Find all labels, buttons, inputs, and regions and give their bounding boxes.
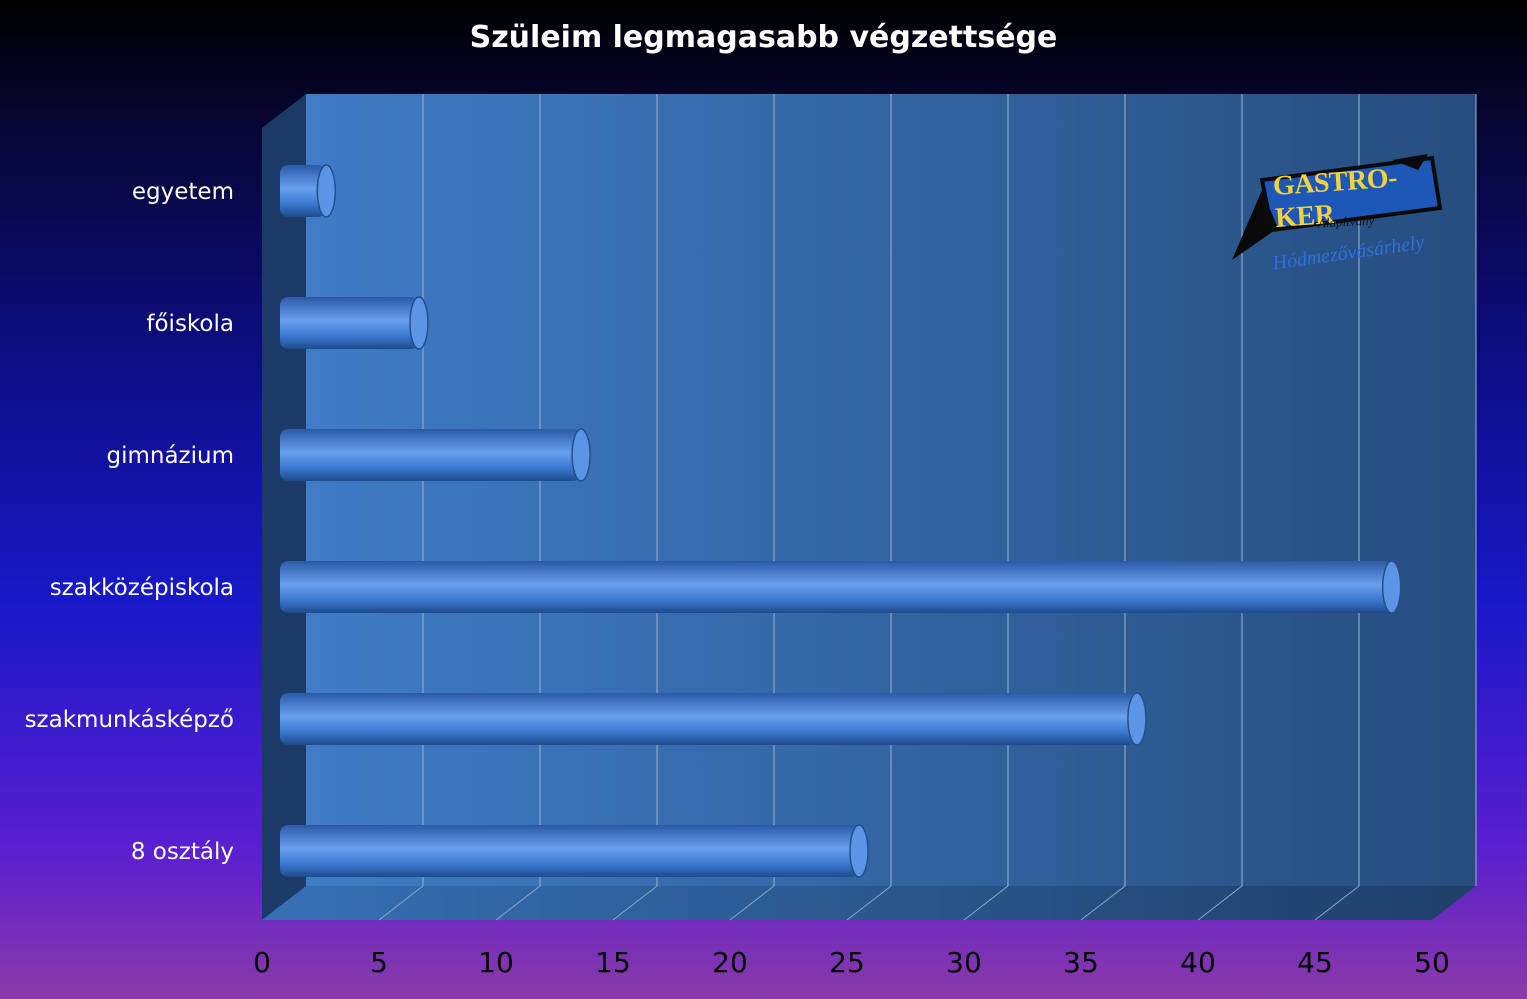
x-tick-label: 20 (712, 946, 748, 979)
bar-end-cap (849, 824, 869, 878)
category-label: 8 osztály (131, 839, 234, 865)
bar-end-cap (571, 428, 591, 482)
floor-gridline (963, 885, 1009, 921)
gridlines (378, 94, 1360, 921)
gastro-ker-logo: GASTRO-KER Alapítvány Hódmezővásárhely (1232, 150, 1446, 275)
category-label: gimnázium (106, 443, 234, 469)
logo-subtitle: Alapítvány (1317, 212, 1375, 231)
x-tick-label: 5 (370, 946, 388, 979)
x-tick-label: 45 (1297, 946, 1333, 979)
x-tick-label: 0 (253, 946, 271, 979)
floor-gridline (729, 885, 775, 921)
floor-gridline (1080, 885, 1126, 921)
tick-labels: 0 5 10 15 20 25 30 35 40 45 50 (253, 946, 1450, 979)
plot-left-wall (262, 94, 306, 920)
bar (280, 165, 327, 217)
bar (280, 429, 582, 481)
bar-end-cap (316, 164, 337, 218)
bars (280, 164, 1402, 878)
category-label: egyetem (132, 179, 234, 205)
bar (280, 693, 1137, 745)
category-label: főiskola (146, 311, 234, 337)
banner-icon (1232, 154, 1443, 260)
x-tick-label: 15 (595, 946, 631, 979)
x-tick-label: 30 (946, 946, 982, 979)
floor-gridline (495, 885, 541, 921)
bar-end-cap (409, 296, 429, 350)
chart-title: Szüleim legmagasabb végzettsége (469, 20, 1058, 55)
bar (280, 561, 1392, 613)
x-tick-label: 25 (829, 946, 865, 979)
bar-end-cap (1127, 692, 1147, 746)
floor-gridline (612, 885, 658, 921)
x-tick-label: 35 (1063, 946, 1099, 979)
category-label: szakközépiskola (50, 575, 234, 601)
bar (280, 297, 419, 349)
floor-gridline (378, 885, 424, 921)
x-tick-label: 50 (1414, 946, 1450, 979)
floor-gridline (846, 885, 892, 921)
x-tick-label: 40 (1180, 946, 1216, 979)
floor-gridline (1314, 885, 1360, 921)
x-tick-label: 10 (478, 946, 514, 979)
bar (280, 825, 859, 877)
floor-gridline (1197, 885, 1243, 921)
category-labels: egyetem főiskola gimnázium szakközépiskola s… (25, 179, 234, 865)
category-label: szakmunkásképző (25, 707, 234, 733)
bar-end-cap (1381, 560, 1402, 614)
